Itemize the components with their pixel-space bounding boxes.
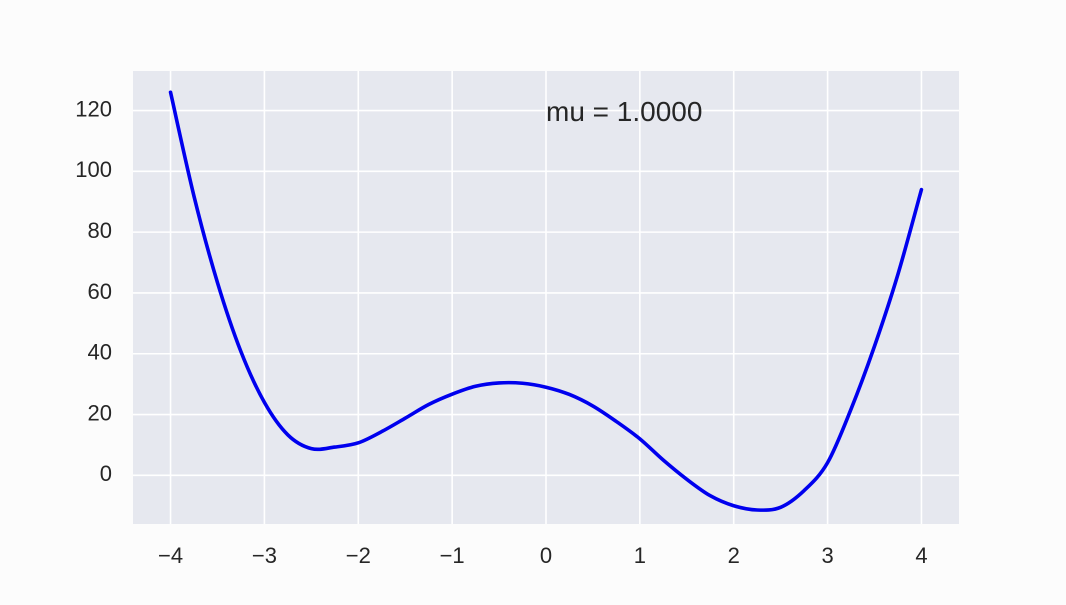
x-axis-tick-labels: −4 −3 −2 −1 0 1 2 3 4 (158, 543, 928, 568)
y-tick-label: 40 (88, 340, 112, 365)
y-tick-label: 100 (75, 157, 112, 182)
y-tick-label: 0 (100, 461, 112, 486)
x-tick-label: −4 (158, 543, 183, 568)
x-tick-label: −1 (440, 543, 465, 568)
x-tick-label: −3 (252, 543, 277, 568)
x-tick-label: 3 (821, 543, 833, 568)
y-axis-tick-labels: 0 20 40 60 80 100 120 (75, 96, 112, 486)
y-tick-label: 80 (88, 218, 112, 243)
series-lines (168, 90, 924, 512)
x-tick-label: 2 (728, 543, 740, 568)
x-tick-label: 0 (540, 543, 552, 568)
x-tick-label: 4 (915, 543, 927, 568)
grid-lines (133, 71, 959, 524)
y-tick-label: 120 (75, 96, 112, 121)
chart-annotation: mu = 1.0000 (546, 96, 702, 127)
series-line-0 (168, 90, 924, 512)
x-tick-label: 1 (634, 543, 646, 568)
y-tick-label: 60 (88, 279, 112, 304)
y-tick-label: 20 (88, 400, 112, 425)
x-tick-label: −2 (346, 543, 371, 568)
